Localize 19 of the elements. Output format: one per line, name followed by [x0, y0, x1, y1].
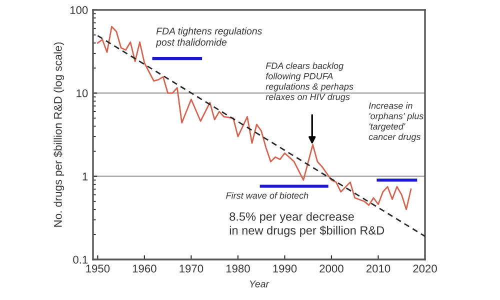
y-tick-label: 1 [82, 172, 88, 180]
x-axis-title: Year [250, 280, 270, 288]
y-tick-label: 0.1 [73, 256, 88, 264]
annotation: First wave of biotech [226, 192, 308, 199]
annotation: FDA tightens regulations post thalidomide [156, 27, 262, 48]
x-tick-label: 2010 [366, 264, 390, 273]
y-axis-title: No. drugs per $billion R&D (log scale) [54, 42, 64, 227]
annotation: 8.5% per year decrease in new drugs per $billion R&D [230, 212, 384, 237]
x-tick-label: 1950 [86, 264, 110, 273]
y-tick-label: 10 [76, 89, 88, 98]
annotation: Increase in 'orphans' plus 'targeted' cancer drugs [368, 102, 424, 142]
x-tick-label: 2020 [413, 264, 437, 273]
annotation: FDA clears backlog following PDUFA regulations & perhaps relaxes on HIV drugs [266, 62, 354, 102]
y-tick-label: 100 [70, 6, 88, 14]
x-tick-label: 1990 [273, 264, 297, 273]
x-tick-label: 2000 [320, 264, 344, 273]
x-tick-label: 1960 [132, 264, 156, 273]
x-tick-label: 1970 [180, 264, 204, 273]
x-tick-label: 1980 [226, 264, 250, 273]
